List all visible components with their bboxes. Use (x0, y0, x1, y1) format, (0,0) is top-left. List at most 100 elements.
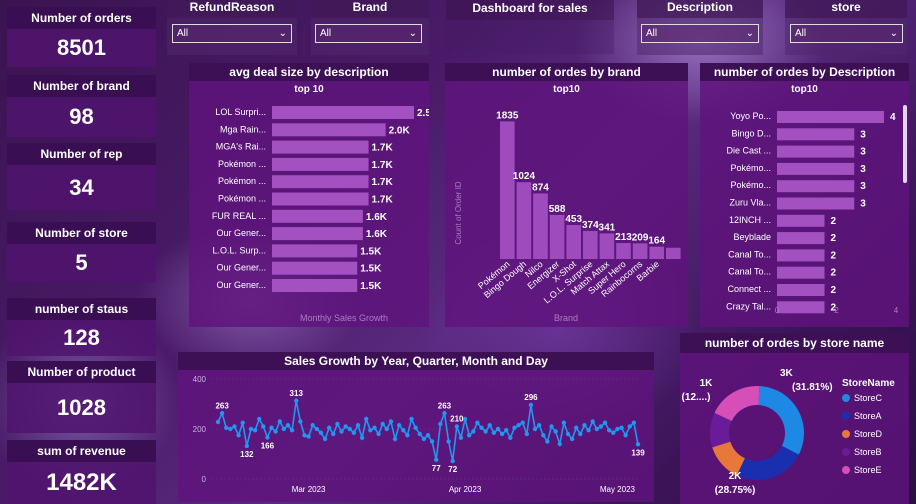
growth-point (495, 426, 501, 432)
growth-point (331, 431, 336, 437)
growth-point (611, 430, 616, 435)
slicer-store-value: All (795, 28, 807, 39)
desc-bar (777, 180, 855, 193)
desc-category-label: Zuru Vla... (729, 198, 771, 208)
slicer-brand-value: All (320, 28, 332, 39)
growth-point (285, 423, 291, 428)
brand-data-label: 874 (532, 182, 549, 193)
growth-data-label: 132 (240, 450, 254, 459)
deal-data-label: 1.6K (366, 229, 388, 240)
growth-point (409, 416, 414, 422)
desc-bar (777, 162, 855, 175)
growth-point (380, 421, 385, 427)
desc-category-label: Canal To... (728, 249, 771, 259)
slicer-description-dropdown[interactable]: All ⌄ (641, 24, 759, 43)
slicer-brand-dropdown[interactable]: All ⌄ (315, 24, 422, 43)
slicer-refund-label: RefundReason (167, 0, 297, 18)
kpi-product-label: Number of product (7, 361, 156, 383)
slicer-description-label: Description (637, 0, 763, 18)
growth-point (606, 428, 612, 433)
slicer-refund-dropdown[interactable]: All ⌄ (172, 24, 292, 43)
growth-point (425, 433, 431, 438)
slicer-store-dropdown[interactable]: All ⌄ (790, 24, 903, 43)
growth-point (545, 439, 550, 444)
kpi-store-value: 5 (7, 244, 156, 282)
growth-point (265, 435, 270, 440)
growth-point (339, 429, 344, 434)
growth-point (372, 425, 377, 430)
store-legend-marker (842, 412, 850, 420)
growth-point (281, 426, 287, 432)
growth-point (273, 429, 278, 434)
kpi-store-label: Number of store (7, 222, 156, 244)
desc-category-label: Die Cast ... (726, 146, 771, 156)
store-slice (736, 445, 799, 480)
growth-x-tick: Apr 2023 (449, 485, 482, 494)
deal-size-chart: LOL Surpri... 2.5K Mga Rain... 2.0K MGA's Ra… (212, 106, 429, 323)
growth-point (574, 425, 579, 430)
desc-bar (777, 197, 855, 210)
slicer-brand-label: Brand (311, 0, 429, 18)
store-slice-label: (28.75%) (715, 485, 756, 496)
growth-point (598, 424, 604, 429)
growth-point (557, 441, 562, 447)
desc-category-label: Beyblade (733, 232, 771, 242)
growth-point (569, 436, 575, 442)
store-slice-label: (31.81%) (792, 382, 833, 393)
growth-point (615, 426, 620, 432)
growth-point (623, 433, 628, 438)
brand-bar (583, 230, 598, 259)
growth-point (219, 411, 225, 416)
growth-point (248, 426, 254, 432)
growth-point (401, 428, 406, 433)
deal-bar (272, 192, 369, 206)
desc-bar (777, 128, 855, 141)
store-panel: number of ordes by store name 3K (31.81%)… (680, 333, 909, 504)
desc-data-label: 3 (860, 129, 866, 140)
chevron-down-icon: ⌄ (408, 28, 417, 39)
description-subtitle: top10 (791, 84, 818, 95)
deal-data-label: 1.5K (360, 264, 382, 275)
growth-point (388, 419, 394, 424)
deal-data-label: 1.7K (372, 195, 394, 206)
kpi-product-value: 1028 (7, 383, 156, 433)
desc-data-label: 3 (860, 147, 866, 158)
kpi-brand-label: Number of brand (7, 75, 156, 97)
store-slice-label: 3K (780, 368, 794, 379)
growth-point (524, 431, 530, 437)
growth-point (462, 416, 468, 422)
kpi-status-value: 128 (7, 320, 156, 356)
brand-title: number of ordes by brand (445, 63, 688, 81)
kpi-brand-value: 98 (7, 97, 156, 137)
desc-data-label: 2 (831, 302, 837, 313)
brand-panel: number of ordes by brand top10 Count of … (445, 63, 688, 327)
growth-data-label: 296 (524, 393, 538, 402)
deal-data-label: 2.0K (389, 125, 411, 136)
growth-point (314, 426, 320, 432)
deal-size-subtitle: top 10 (294, 84, 324, 95)
growth-point (508, 435, 513, 440)
kpi-orders-label: Number of orders (7, 7, 156, 29)
deal-category-label: Pokémon ... (218, 159, 266, 169)
growth-point (256, 416, 262, 422)
brand-bar (599, 233, 615, 259)
brand-data-label: 374 (582, 220, 599, 231)
desc-x-tick: 0 (775, 306, 780, 315)
desc-data-label: 3 (860, 164, 866, 175)
growth-point (244, 443, 250, 449)
brand-data-label: 453 (565, 214, 582, 225)
growth-point (475, 420, 480, 425)
chevron-down-icon: ⌄ (745, 28, 754, 39)
growth-point (631, 420, 637, 425)
growth-point (322, 436, 328, 442)
growth-point (351, 430, 357, 435)
desc-category-label: Bingo D... (731, 128, 771, 138)
growth-point (454, 424, 460, 429)
growth-point (421, 436, 427, 442)
growth-point (277, 419, 282, 424)
deal-data-label: 1.6K (366, 212, 388, 223)
desc-data-label: 3 (860, 181, 866, 192)
growth-point (384, 426, 390, 432)
brand-bar (549, 214, 565, 259)
scrollbar[interactable] (903, 105, 907, 183)
